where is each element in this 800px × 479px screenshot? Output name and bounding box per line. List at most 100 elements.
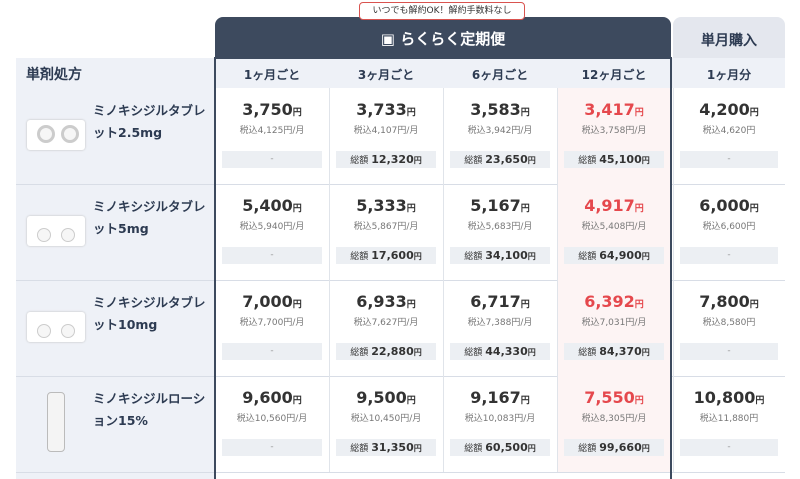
- tax-price: 税込10,450円/月: [350, 414, 422, 424]
- col-divider: [673, 184, 674, 280]
- product-image: [27, 392, 85, 452]
- total-label: 総額: [464, 444, 483, 454]
- total-unit: 円: [527, 444, 536, 453]
- total-value: 99,660: [599, 441, 642, 454]
- total-label: 総額: [578, 444, 597, 454]
- total-unit: 円: [641, 252, 650, 261]
- badge: いつでも解約OK！解約手数料なし: [359, 2, 525, 20]
- tax-price: 税込4,107円/月: [353, 126, 419, 136]
- total-pill: -: [680, 247, 778, 264]
- price: 5,167円: [443, 196, 557, 215]
- tax-price: 税込5,940円/月: [239, 222, 305, 232]
- total-value: 22,880: [371, 345, 414, 358]
- tax-price: 税込5,408円/月: [581, 222, 647, 232]
- tax-price: 税込10,560円/月: [236, 414, 308, 424]
- total-label: 総額: [350, 252, 369, 262]
- col-divider: [329, 88, 330, 184]
- price-value: 5,333: [356, 196, 407, 215]
- total-pill: 総額 60,500円: [450, 439, 550, 456]
- column-header: 3ヶ月ごと: [357, 68, 415, 82]
- price: 9,500円: [329, 388, 443, 407]
- price-unit: 円: [292, 396, 302, 406]
- price-value: 7,800: [699, 292, 750, 311]
- price-unit: 円: [520, 204, 530, 214]
- col-divider: [329, 280, 330, 376]
- total-pill: -: [222, 247, 322, 264]
- single-title: 単月購入: [701, 33, 757, 49]
- bottle: [47, 392, 65, 452]
- price-value: 9,600: [242, 388, 293, 407]
- tax-price: 税込3,758円/月: [581, 126, 647, 136]
- plan-header: [215, 17, 671, 59]
- price: 6,000円: [673, 196, 785, 215]
- price-value: 9,167: [470, 388, 521, 407]
- col-divider: [673, 376, 674, 472]
- col-divider: [557, 88, 558, 184]
- total-pill: 総額 44,330円: [450, 343, 550, 360]
- col-divider: [443, 184, 444, 280]
- col-divider: [673, 88, 674, 184]
- total-pill: -: [680, 343, 778, 360]
- column-header-row: [215, 58, 785, 88]
- price-value: 6,392: [584, 292, 635, 311]
- price: 9,600円: [215, 388, 329, 407]
- tax-price: 税込10,083円/月: [464, 414, 536, 424]
- total-empty: -: [727, 346, 731, 356]
- tax-price: 税込6,600円: [702, 222, 756, 232]
- total-pill: -: [680, 151, 778, 168]
- total-empty: -: [727, 442, 731, 452]
- total-unit: 円: [527, 252, 536, 261]
- column-header: 1ヶ月ごと: [243, 68, 301, 82]
- product-image: [27, 216, 85, 246]
- col-divider: [673, 280, 674, 376]
- tablet: [37, 228, 51, 242]
- price-value: 6,717: [470, 292, 521, 311]
- price-value: 7,000: [242, 292, 293, 311]
- col-divider: [557, 184, 558, 280]
- total-label: 総額: [578, 252, 597, 262]
- total-pill: 総額 99,660円: [564, 439, 664, 456]
- product-name: ミノキシジルタブレット5mg: [93, 199, 206, 236]
- tablet: [61, 125, 79, 143]
- total-empty: -: [270, 442, 274, 452]
- tax-price: 税込5,683円/月: [467, 222, 533, 232]
- tax-price: 税込7,388円/月: [467, 318, 533, 328]
- total-value: 34,100: [485, 249, 528, 262]
- total-unit: 円: [413, 156, 422, 165]
- total-pill: -: [222, 343, 322, 360]
- total-unit: 円: [413, 252, 422, 261]
- row-header: 単剤処方: [26, 67, 82, 83]
- total-label: 総額: [464, 156, 483, 166]
- total-label: 総額: [350, 444, 369, 454]
- price-value: 3,417: [584, 100, 635, 119]
- price: 3,750円: [215, 100, 329, 119]
- tax-price: 税込3,942円/月: [467, 126, 533, 136]
- price-unit: 円: [520, 300, 530, 310]
- price: 6,717円: [443, 292, 557, 311]
- price-value: 9,500: [356, 388, 407, 407]
- col-divider: [443, 376, 444, 472]
- price-value: 3,733: [356, 100, 407, 119]
- total-label: 総額: [578, 348, 597, 358]
- tax-price: 税込4,125円/月: [239, 126, 305, 136]
- price-value: 7,550: [584, 388, 635, 407]
- price-unit: 円: [749, 300, 759, 310]
- price-unit: 円: [406, 204, 416, 214]
- price: 5,333円: [329, 196, 443, 215]
- tablet: [61, 228, 75, 242]
- price: 7,000円: [215, 292, 329, 311]
- column-header: 6ヶ月ごと: [471, 68, 529, 82]
- col-divider: [329, 376, 330, 472]
- total-pill: 総額 12,320円: [336, 151, 436, 168]
- price: 7,800円: [673, 292, 785, 311]
- total-label: 総額: [464, 252, 483, 262]
- price-unit: 円: [634, 300, 644, 310]
- product-name: ミノキシジルタブレット10mg: [93, 295, 206, 332]
- total-label: 総額: [464, 348, 483, 358]
- tax-price: 税込5,867円/月: [353, 222, 419, 232]
- price: 6,933円: [329, 292, 443, 311]
- price: 3,417円: [557, 100, 671, 119]
- highlight-cell: [557, 184, 671, 280]
- highlight-cell: [557, 376, 671, 472]
- product-image: [27, 120, 85, 150]
